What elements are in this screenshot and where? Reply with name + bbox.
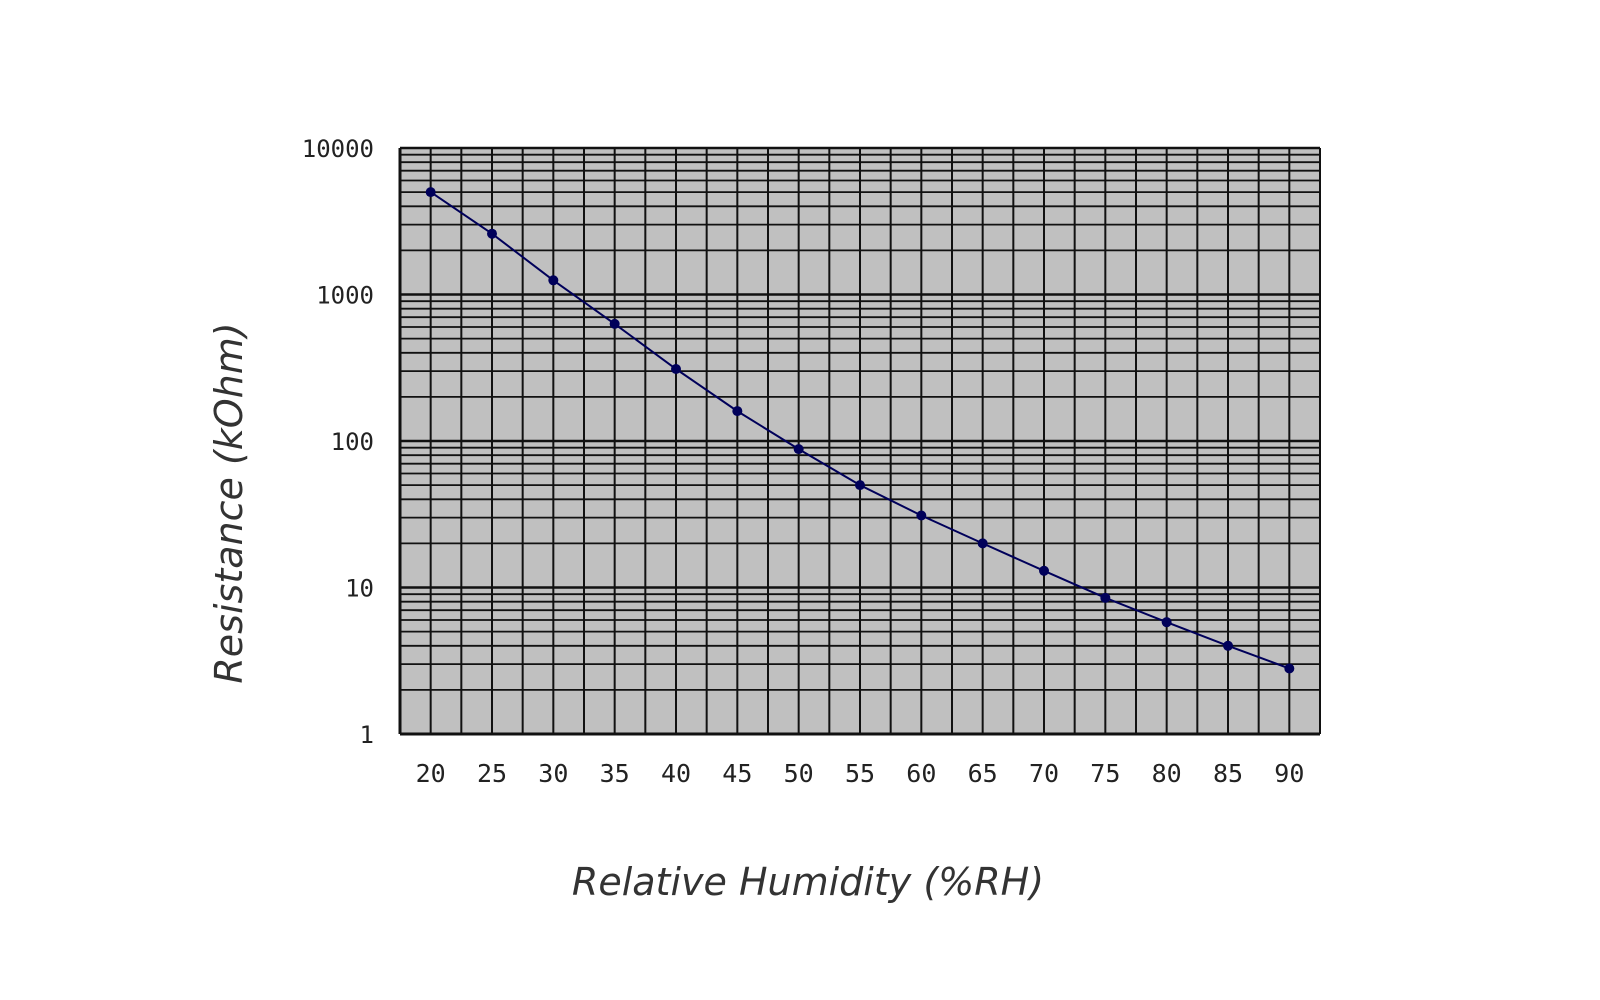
data-point bbox=[793, 444, 804, 455]
data-point bbox=[1039, 565, 1049, 576]
data-point bbox=[732, 406, 743, 417]
x-tick-label: 80 bbox=[1152, 759, 1182, 788]
series-layer bbox=[425, 187, 1295, 674]
y-tick-label: 100 bbox=[331, 428, 374, 456]
data-point bbox=[425, 187, 436, 198]
y-tick-labels: 1 10 100 1000 10000 bbox=[302, 135, 374, 749]
x-tick-label: 90 bbox=[1274, 759, 1304, 788]
x-tick-label: 45 bbox=[722, 759, 752, 788]
y-tick-label: 10 bbox=[345, 575, 374, 603]
data-point bbox=[609, 318, 620, 329]
data-point bbox=[487, 228, 497, 239]
x-tick-label: 70 bbox=[1029, 759, 1059, 788]
data-point bbox=[1223, 640, 1233, 651]
data-point bbox=[1100, 592, 1111, 603]
y-tick-label: 1 bbox=[360, 721, 374, 749]
data-point bbox=[977, 538, 988, 549]
axis-layer bbox=[398, 148, 1321, 736]
x-tick-label: 40 bbox=[661, 759, 691, 788]
y-tick-label: 10000 bbox=[302, 135, 374, 163]
data-point bbox=[855, 480, 865, 491]
x-tick-label: 25 bbox=[477, 759, 507, 788]
data-point bbox=[671, 364, 681, 375]
x-axis-title: Relative Humidity (%RH) bbox=[572, 860, 1044, 904]
x-tick-label: 20 bbox=[416, 759, 446, 788]
data-point bbox=[1284, 663, 1295, 674]
x-tick-label: 75 bbox=[1090, 759, 1120, 788]
data-point bbox=[1161, 617, 1172, 628]
y-axis-title: Resistance (kOhm) bbox=[207, 322, 251, 683]
x-tick-labels: 20 25 30 35 40 45 50 55 60 65 70 75 80 85 90 bbox=[416, 759, 1305, 788]
y-tick-label: 1000 bbox=[316, 282, 374, 310]
data-point bbox=[916, 510, 927, 521]
x-tick-label: 55 bbox=[845, 759, 875, 788]
x-tick-label: 85 bbox=[1213, 759, 1243, 788]
x-tick-label: 30 bbox=[538, 759, 568, 788]
x-tick-label: 60 bbox=[906, 759, 936, 788]
x-tick-label: 35 bbox=[600, 759, 630, 788]
x-tick-label: 50 bbox=[784, 759, 814, 788]
data-point bbox=[548, 275, 559, 286]
x-tick-label: 65 bbox=[968, 759, 998, 788]
